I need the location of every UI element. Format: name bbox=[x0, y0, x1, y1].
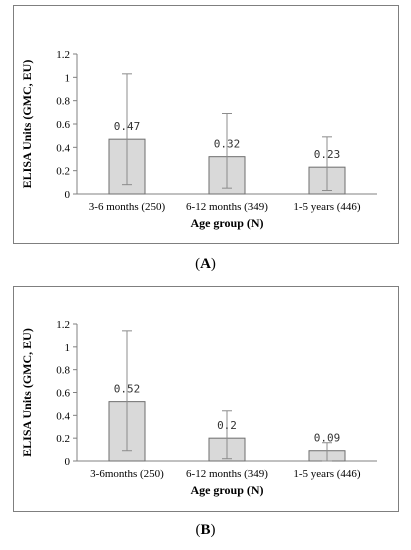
chart-b-data-label: 0.52 bbox=[114, 383, 141, 396]
chart-a-data-label: 0.23 bbox=[314, 148, 341, 161]
chart-a-category-label: 6-12 months (349) bbox=[186, 201, 268, 213]
chart-a-y-tick-label: 0.8 bbox=[56, 96, 70, 108]
chart-b-y-tick-label: 1 bbox=[65, 342, 71, 354]
chart-a-category-label: 1-5 years (446) bbox=[293, 201, 361, 213]
chart-a-y-tick-label: 1.2 bbox=[56, 49, 70, 61]
chart-a-y-tick-label: 0.6 bbox=[56, 119, 70, 131]
chart-a-y-tick-label: 0.2 bbox=[56, 166, 70, 178]
caption-a-letter: A bbox=[200, 256, 211, 272]
chart-a-x-axis-title: Age group (N) bbox=[190, 216, 263, 230]
chart-a-category-label: 3-6 months (250) bbox=[89, 201, 166, 213]
chart-a-y-tick-label: 0 bbox=[65, 189, 71, 201]
chart-panel-b: 0 0.2 0.4 0.6 0.8 1 1.2 0.52 3-6months (250) 0.2 6… bbox=[13, 286, 399, 512]
chart-b-svg: 0 0.2 0.4 0.6 0.8 1 1.2 0.52 3-6months (250) 0.2 6… bbox=[20, 319, 377, 497]
chart-a-y-tick-label: 1 bbox=[65, 72, 71, 84]
chart-a-y-tick-label: 0.4 bbox=[56, 142, 70, 154]
chart-a-data-label: 0.47 bbox=[114, 120, 141, 133]
chart-a-data-label: 0.32 bbox=[214, 138, 241, 151]
chart-b-y-tick-label: 0 bbox=[65, 456, 71, 468]
caption-b: (B) bbox=[195, 522, 216, 538]
chart-b-category-label: 1-5 years (446) bbox=[293, 468, 361, 480]
chart-b-x-axis-title: Age group (N) bbox=[190, 483, 263, 497]
chart-panel-a: 0 0.2 0.4 0.6 0.8 1 1.2 0.47 3-6 months (250) 0.3… bbox=[13, 5, 399, 244]
chart-b-category-label: 6-12 months (349) bbox=[186, 468, 268, 480]
chart-b-y-axis-title: ELISA Units (GMC, EU) bbox=[20, 328, 34, 457]
chart-b-y-tick-label: 0.8 bbox=[56, 365, 70, 377]
chart-b-data-label: 0.09 bbox=[314, 432, 341, 445]
chart-b-category-label: 3-6months (250) bbox=[90, 468, 164, 480]
caption-a: (A) bbox=[195, 256, 216, 272]
chart-b-y-tick-label: 1.2 bbox=[56, 319, 70, 331]
chart-b-y-tick-label: 0.4 bbox=[56, 410, 70, 422]
chart-a-svg: 0 0.2 0.4 0.6 0.8 1 1.2 0.47 3-6 months (250) 0.3… bbox=[20, 49, 377, 230]
chart-b-y-tick-label: 0.2 bbox=[56, 433, 70, 445]
chart-b-data-label: 0.2 bbox=[217, 419, 237, 432]
chart-b-y-tick-label: 0.6 bbox=[56, 388, 70, 400]
caption-b-letter: B bbox=[200, 522, 211, 538]
chart-a-y-axis-title: ELISA Units (GMC, EU) bbox=[20, 60, 34, 189]
